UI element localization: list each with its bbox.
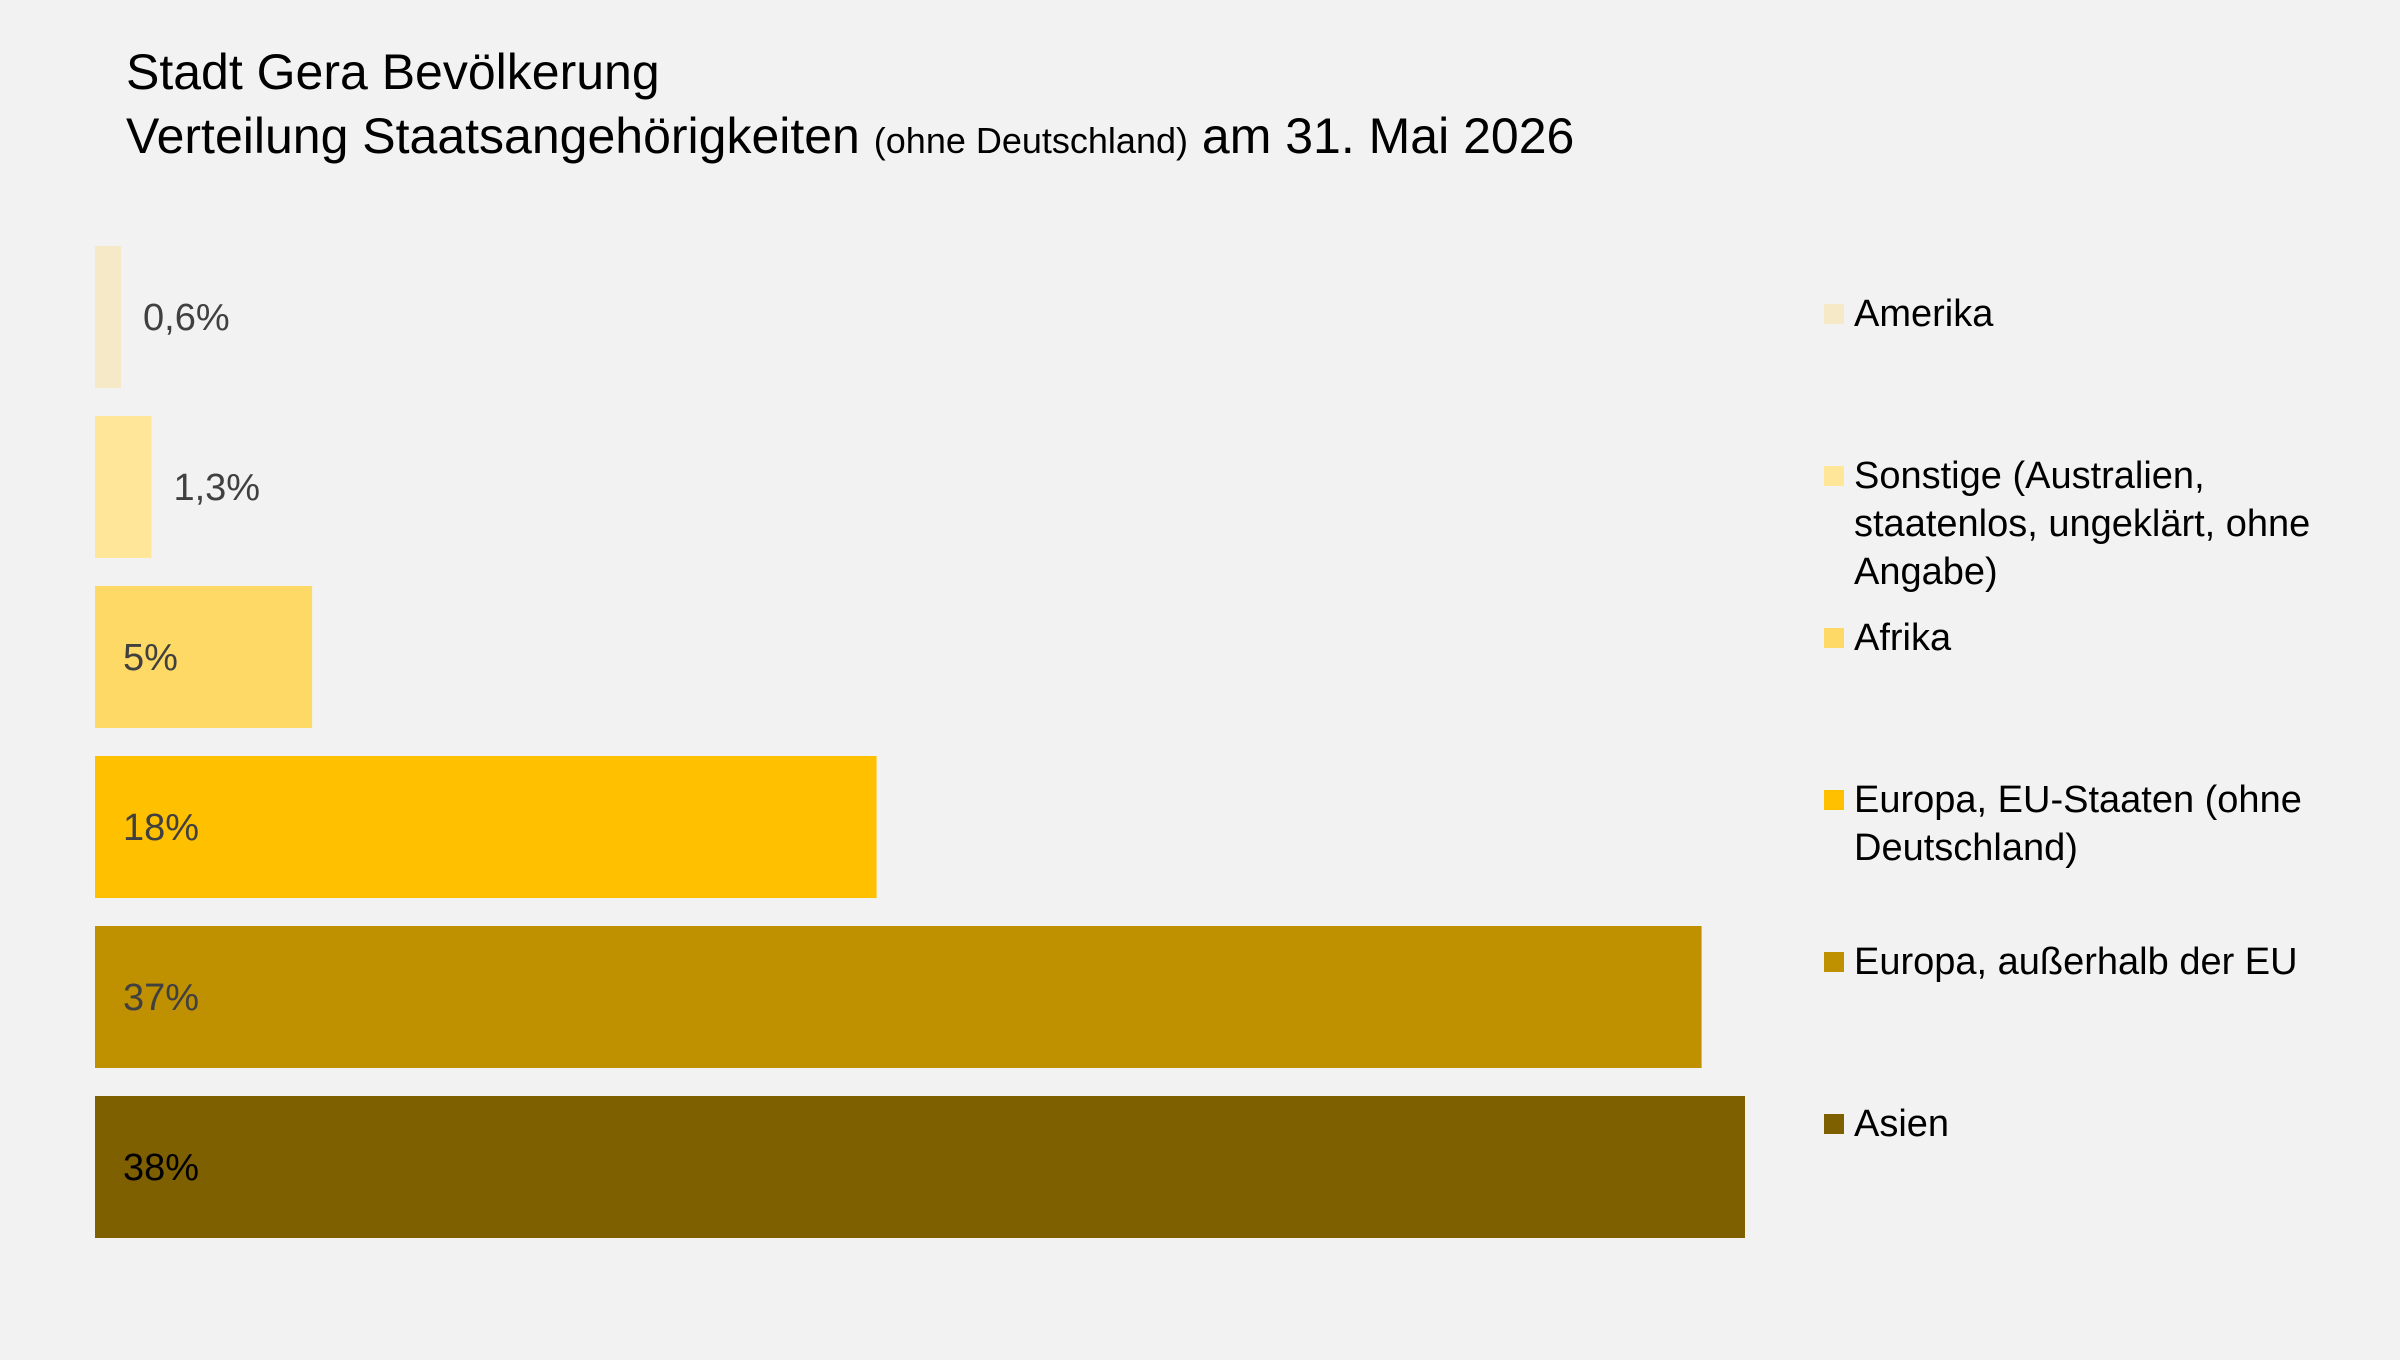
legend-label-4: Europa, EU-Staaten (ohne Deutschland) (1854, 779, 2302, 869)
title-line-2-end: am 31. Mai 2026 (1201, 108, 1575, 164)
legend-swatch-3 (1824, 628, 1844, 648)
data-label-4: 18% (123, 807, 199, 849)
bar-4 (95, 756, 877, 898)
legend-label-3: Afrika (1854, 617, 1952, 659)
data-label-2: 1,3% (173, 467, 260, 509)
bar-5 (95, 926, 1702, 1068)
legend-swatch-1 (1824, 304, 1844, 324)
title-line-2: Verteilung Staatsangehörigkeiten (ohne D… (126, 104, 1574, 173)
legend-label-6: Asien (1854, 1103, 1950, 1145)
title-line-1: Stadt Gera Bevölkerung (126, 44, 660, 100)
legend-label-5: Europa, außerhalb der EU (1854, 941, 2298, 983)
legend-item-3: Afrika (1824, 614, 2394, 662)
data-label-6: 38% (123, 1147, 199, 1189)
legend-swatch-2 (1824, 466, 1844, 486)
bar-1 (95, 246, 122, 388)
legend-label-2: Sonstige (Australien, staatenlos, ungekl… (1854, 455, 2311, 593)
title-line-2-main: Verteilung Staatsangehörigkeiten (126, 108, 860, 164)
data-label-5: 37% (123, 977, 199, 1019)
bar-6 (95, 1096, 1745, 1238)
legend-item-6: Asien (1824, 1100, 2394, 1148)
legend-item-1: Amerika (1824, 290, 2394, 338)
chart-title: Stadt Gera Bevölkerung Verteilung Staats… (126, 40, 1574, 173)
title-line-2-small: (ohne Deutschland) (873, 120, 1188, 161)
legend-item-4: Europa, EU-Staaten (ohne Deutschland) (1824, 776, 2394, 872)
legend-item-2: Sonstige (Australien, staatenlos, ungekl… (1824, 452, 2394, 596)
data-label-1: 0,6% (143, 297, 230, 339)
legend-swatch-4 (1824, 790, 1844, 810)
bar-2 (95, 416, 152, 558)
bar-3 (95, 586, 313, 728)
legend-item-5: Europa, außerhalb der EU (1824, 938, 2394, 986)
legend-swatch-5 (1824, 952, 1844, 972)
legend-label-1: Amerika (1854, 293, 1994, 335)
data-label-3: 5% (123, 637, 178, 679)
legend-swatch-6 (1824, 1114, 1844, 1134)
